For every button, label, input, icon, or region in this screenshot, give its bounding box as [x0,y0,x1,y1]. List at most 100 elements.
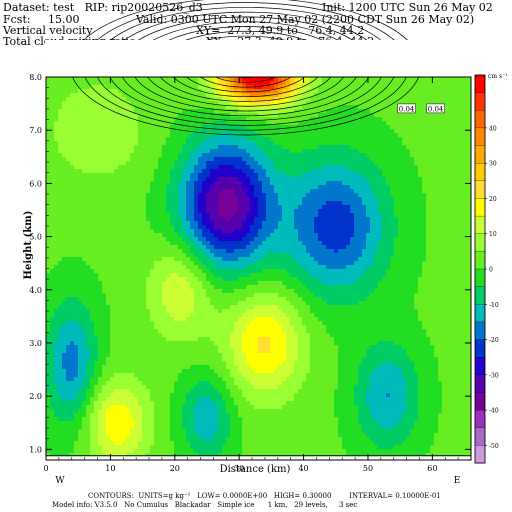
field-cell [342,101,347,106]
field-cell [414,197,419,202]
field-cell [126,193,131,198]
field-cell [66,201,71,206]
field-cell [326,93,331,98]
field-cell [110,237,115,242]
field-cell [278,141,283,146]
field-cell [318,85,323,90]
field-cell [190,169,195,174]
field-cell [386,125,391,130]
field-cell [194,153,199,158]
field-cell [126,133,131,138]
field-cell [246,193,251,198]
field-cell [354,129,359,134]
field-cell [426,173,431,178]
field-cell [346,165,351,170]
field-cell [222,157,227,162]
field-cell [286,169,291,174]
field-cell [298,97,303,102]
field-cell [102,241,107,246]
field-cell [50,117,55,122]
field-cell [390,249,395,254]
field-cell [118,169,123,174]
field-cell [282,109,287,114]
field-cell [206,241,211,246]
field-cell [394,153,399,158]
field-cell [298,81,303,86]
field-cell [234,257,239,262]
field-cell [54,217,59,222]
field-cell [390,201,395,206]
field-cell [346,173,351,178]
field-cell [362,93,367,98]
field-cell [370,213,375,218]
field-cell [418,253,423,258]
field-cell [434,241,439,246]
field-cell [394,189,399,194]
field-cell [374,189,379,194]
field-cell [354,125,359,130]
field-cell [170,157,175,162]
field-cell [106,85,111,90]
field-cell [158,213,163,218]
field-cell [290,245,295,250]
field-cell [466,245,471,250]
field-cell [338,129,343,134]
field-cell [70,133,75,138]
field-cell [314,113,319,118]
field-cell [254,129,259,134]
field-cell [162,97,167,102]
field-cell [434,213,439,218]
field-cell [262,157,267,162]
field-cell [174,241,179,246]
field-cell [106,89,111,94]
field-cell [322,129,327,134]
field-cell [130,129,135,134]
field-cell [246,117,251,122]
field-cell [66,121,71,126]
field-cell [334,153,339,158]
field-cell [94,157,99,162]
field-cell [94,249,99,254]
field-cell [454,161,459,166]
field-cell [250,205,255,210]
field-cell [310,189,315,194]
field-cell [126,169,131,174]
field-cell [194,141,199,146]
field-cell [306,149,311,154]
field-cell [74,257,79,262]
field-cell [374,165,379,170]
field-cell [250,225,255,230]
field-cell [386,205,391,210]
field-cell [166,137,171,142]
field-cell [278,169,283,174]
field-cell [450,249,455,254]
field-cell [310,253,315,258]
field-cell [194,205,199,210]
field-cell [350,205,355,210]
field-cell [178,165,183,170]
field-cell [358,217,363,222]
field-cell [370,149,375,154]
field-cell [150,121,155,126]
field-cell [350,233,355,238]
field-cell [206,145,211,150]
field-cell [86,149,91,154]
field-cell [202,189,207,194]
field-cell [118,157,123,162]
field-cell [66,129,71,134]
field-cell [346,189,351,194]
field-cell [254,261,259,266]
field-cell [178,113,183,118]
field-cell [154,101,159,106]
field-cell [178,229,183,234]
field-cell [286,173,291,178]
field-cell [438,165,443,170]
field-cell [82,209,87,214]
field-cell [206,153,211,158]
field-cell [254,121,259,126]
field-cell [82,189,87,194]
field-cell [130,121,135,126]
field-cell [118,89,123,94]
field-cell [158,253,163,258]
field-cell [86,193,91,198]
